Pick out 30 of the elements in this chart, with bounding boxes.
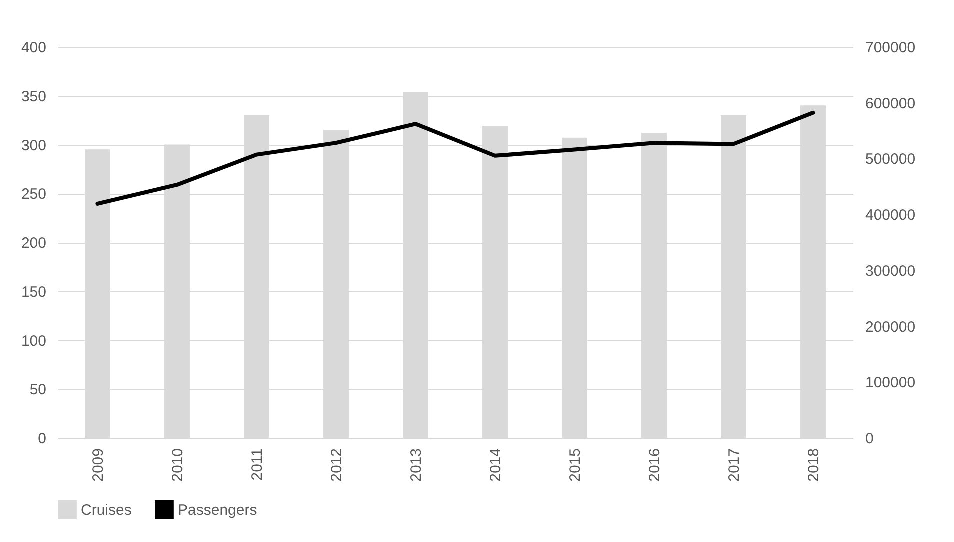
y2-tick-label: 0	[866, 430, 874, 448]
y-tick-label: 250	[21, 186, 46, 204]
line-series	[96, 110, 816, 206]
y2-tick-label: 700000	[866, 40, 916, 56]
y2-tick-label: 200000	[866, 318, 916, 336]
x-tick-label: 2010	[169, 448, 186, 482]
x-tick-label: 2017	[726, 448, 743, 482]
x-tick-label: 2014	[487, 448, 504, 482]
y-tick-label: 300	[21, 137, 46, 154]
y2-tick-label: 300000	[866, 262, 916, 280]
y-tick-label: 50	[30, 382, 46, 399]
x-tick-label: 2012	[328, 448, 346, 482]
y2-tick-label: 100000	[866, 374, 916, 392]
legend-label: Passengers	[178, 502, 258, 519]
x-tick-label: 2011	[248, 448, 266, 481]
y2-tick-label: 600000	[866, 95, 916, 112]
x-tick-label: 2015	[566, 448, 584, 482]
y-tick-label: 0	[38, 430, 46, 448]
y2-tick-label: 400000	[866, 207, 916, 224]
y-tick-label: 200	[21, 235, 46, 252]
x-tick-label: 2009	[90, 448, 107, 482]
y-tick-label: 100	[21, 332, 46, 350]
x-tick-label: 2018	[805, 448, 822, 482]
y-tick-label: 400	[21, 40, 46, 56]
y-tick-label: 150	[21, 284, 46, 301]
y-tick-label: 350	[21, 88, 46, 106]
legend-label: Cruises	[81, 502, 132, 519]
x-tick-label: 2016	[646, 448, 664, 482]
x-tick-label: 2013	[408, 448, 425, 482]
y2-tick-label: 500000	[866, 151, 916, 168]
